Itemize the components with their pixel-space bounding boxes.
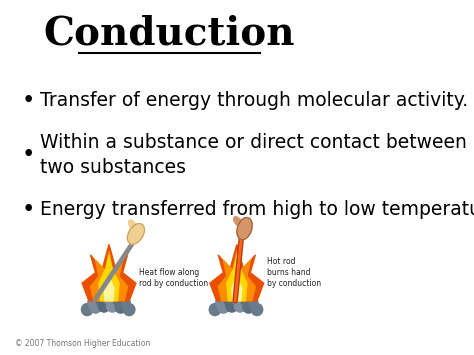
Circle shape <box>82 304 93 316</box>
Circle shape <box>105 295 113 305</box>
Circle shape <box>115 301 127 313</box>
Circle shape <box>113 296 122 305</box>
Text: •: • <box>22 198 35 221</box>
Circle shape <box>121 298 130 307</box>
Text: Hot rod
burns hand
by conduction: Hot rod burns hand by conduction <box>267 257 321 288</box>
Ellipse shape <box>128 224 145 244</box>
Circle shape <box>209 304 221 316</box>
Circle shape <box>216 298 224 307</box>
Circle shape <box>96 296 105 305</box>
Text: Transfer of energy through molecular activity.: Transfer of energy through molecular act… <box>40 91 468 109</box>
Text: •: • <box>22 143 35 166</box>
Circle shape <box>88 298 97 307</box>
Ellipse shape <box>128 220 137 230</box>
Polygon shape <box>219 251 255 301</box>
Circle shape <box>241 296 250 305</box>
Circle shape <box>226 300 237 312</box>
Circle shape <box>235 300 246 312</box>
Text: © 2007 Thomson Higher Education: © 2007 Thomson Higher Education <box>15 339 150 348</box>
Ellipse shape <box>234 217 242 226</box>
Circle shape <box>218 301 229 313</box>
Polygon shape <box>82 245 136 301</box>
Circle shape <box>90 301 101 313</box>
Ellipse shape <box>237 218 252 240</box>
Text: Energy transferred from high to low temperature: Energy transferred from high to low temp… <box>40 200 474 219</box>
Text: Within a substance or direct contact between
two substances: Within a substance or direct contact bet… <box>40 133 467 176</box>
Text: Conduction: Conduction <box>44 14 295 52</box>
Circle shape <box>107 300 118 312</box>
Circle shape <box>98 300 109 312</box>
Circle shape <box>232 295 241 305</box>
Circle shape <box>123 304 135 316</box>
Polygon shape <box>227 255 247 301</box>
Polygon shape <box>232 276 242 301</box>
Polygon shape <box>210 245 264 301</box>
Polygon shape <box>104 276 114 301</box>
Circle shape <box>224 296 233 305</box>
Text: •: • <box>22 88 35 111</box>
Text: Heat flow along
rod by conduction: Heat flow along rod by conduction <box>139 268 209 288</box>
Circle shape <box>249 298 258 307</box>
Polygon shape <box>91 251 128 301</box>
Circle shape <box>251 304 263 316</box>
Polygon shape <box>99 255 119 301</box>
Circle shape <box>243 301 255 313</box>
